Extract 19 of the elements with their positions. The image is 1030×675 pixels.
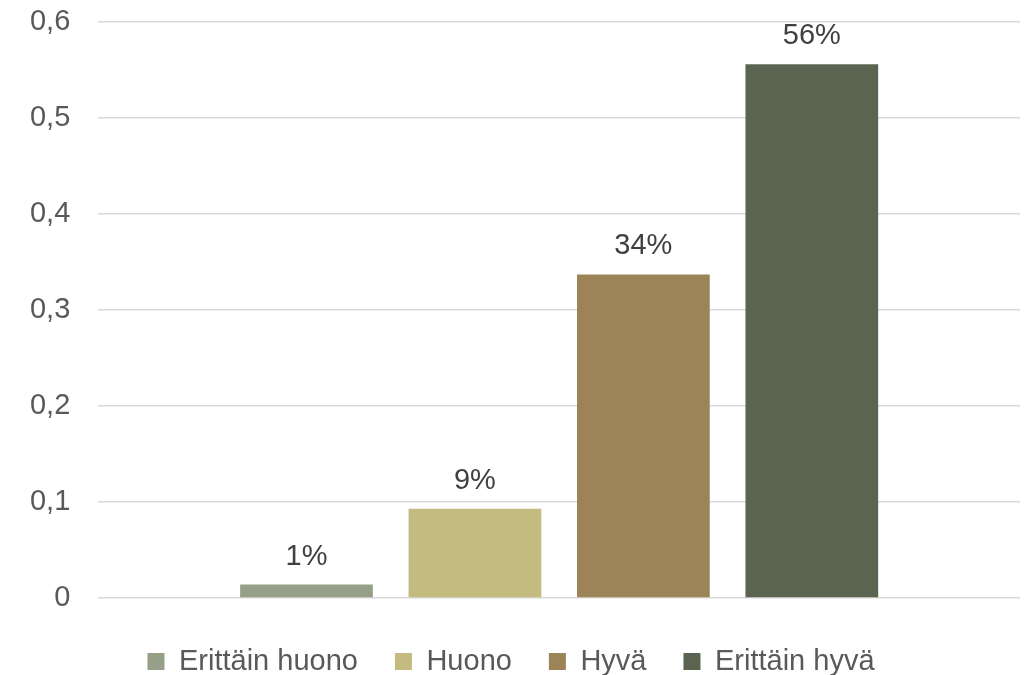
data-label: 1% xyxy=(285,538,328,571)
y-tick-label: 0,6 xyxy=(29,4,71,36)
y-tick-label: 0,1 xyxy=(29,484,71,516)
legend-label: Huono xyxy=(426,643,512,675)
data-label: 34% xyxy=(614,228,673,261)
data-label: 56% xyxy=(782,18,841,51)
data-label: 9% xyxy=(453,462,496,495)
bar xyxy=(745,64,879,598)
bar xyxy=(240,584,373,598)
y-tick-label: 0,4 xyxy=(29,196,71,228)
bar xyxy=(577,274,710,598)
legend-label: Erittäin hyvä xyxy=(714,643,876,675)
legend-label: Erittäin huono xyxy=(178,643,358,675)
y-tick-label: 0,2 xyxy=(29,388,71,420)
y-tick-label: 0,5 xyxy=(29,100,71,132)
bar xyxy=(408,508,542,598)
y-tick-label: 0,3 xyxy=(29,292,71,324)
legend-label: Hyvä xyxy=(580,643,648,675)
y-tick-label: 0 xyxy=(54,580,71,612)
